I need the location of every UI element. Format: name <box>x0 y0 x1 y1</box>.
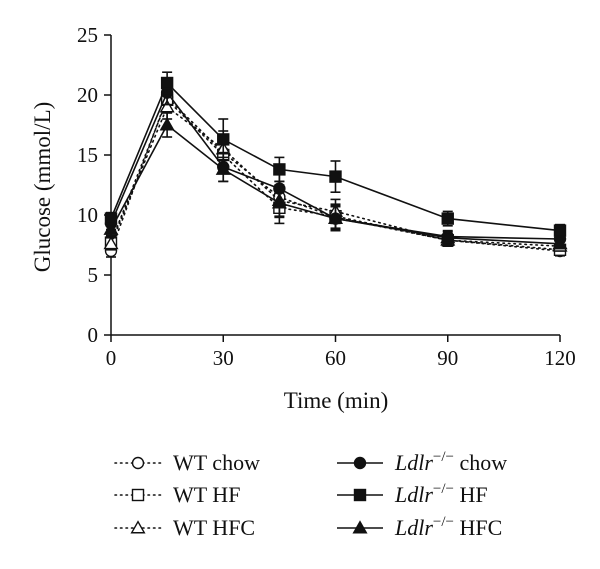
x-tick-label: 0 <box>106 346 117 370</box>
y-tick-label: 15 <box>77 143 98 167</box>
y-tick-label: 20 <box>77 83 98 107</box>
legend-label-gene: Ldlr <box>394 515 433 540</box>
legend-label-superscript: −/− <box>433 481 454 497</box>
legend-label: WT chow <box>173 450 260 475</box>
y-tick-label: 0 <box>88 323 99 347</box>
x-tick-label: 90 <box>437 346 458 370</box>
data-point <box>103 236 119 250</box>
data-point <box>273 163 286 176</box>
legend-label: Ldlr−/− HF <box>394 481 488 507</box>
series-layer <box>103 71 568 258</box>
data-point <box>329 170 342 183</box>
data-point <box>441 212 454 225</box>
data-point <box>271 195 287 209</box>
data-point <box>440 230 456 244</box>
legend-label-gene: Ldlr <box>394 450 433 475</box>
data-point <box>160 76 174 90</box>
legend-marker <box>353 456 367 470</box>
legend-marker <box>353 488 367 502</box>
y-tick-label: 10 <box>77 203 98 227</box>
legend-label: WT HFC <box>173 515 255 540</box>
y-tick-label: 25 <box>77 23 98 47</box>
legend-marker <box>130 520 146 534</box>
data-point <box>217 133 230 146</box>
y-axis-title: Glucose (mmol/L) <box>30 102 55 273</box>
legend-label-diet: chow <box>454 450 507 475</box>
series-5 <box>103 112 568 250</box>
axes: 0 5 10 15 20 25 0 30 60 90 120 <box>77 23 576 370</box>
legend-marker <box>352 520 368 534</box>
legend-label-gene: Ldlr <box>394 482 433 507</box>
data-point <box>159 117 175 131</box>
data-point <box>553 224 567 237</box>
x-tick-label: 30 <box>213 346 234 370</box>
legend-label: Ldlr−/− HFC <box>394 514 502 540</box>
legend-label-diet: HFC <box>454 515 502 540</box>
legend-marker <box>131 488 145 502</box>
data-point <box>159 99 175 113</box>
x-tick-label: 60 <box>325 346 346 370</box>
legend-item: Ldlr−/− HF <box>337 481 488 507</box>
legend-item: WT chow <box>114 450 260 475</box>
data-point <box>103 221 119 235</box>
legend-marker <box>131 456 145 470</box>
x-axis-title: Time (min) <box>284 388 389 413</box>
data-point <box>327 210 344 225</box>
legend-item: Ldlr−/− chow <box>337 449 507 475</box>
legend-label-superscript: −/− <box>433 449 454 465</box>
legend-item: WT HF <box>114 482 240 507</box>
data-point <box>215 161 231 175</box>
y-tick-label: 5 <box>88 263 99 287</box>
x-tick-label: 120 <box>544 346 576 370</box>
legend-label-superscript: −/− <box>433 514 454 530</box>
legend-label: WT HF <box>173 482 240 507</box>
series-4 <box>104 71 567 238</box>
legend-label: Ldlr−/− chow <box>394 449 507 475</box>
legend-item: Ldlr−/− HFC <box>337 514 502 540</box>
data-point <box>552 236 568 250</box>
legend-label-diet: HF <box>454 482 488 507</box>
legend-item: WT HFC <box>114 515 255 540</box>
